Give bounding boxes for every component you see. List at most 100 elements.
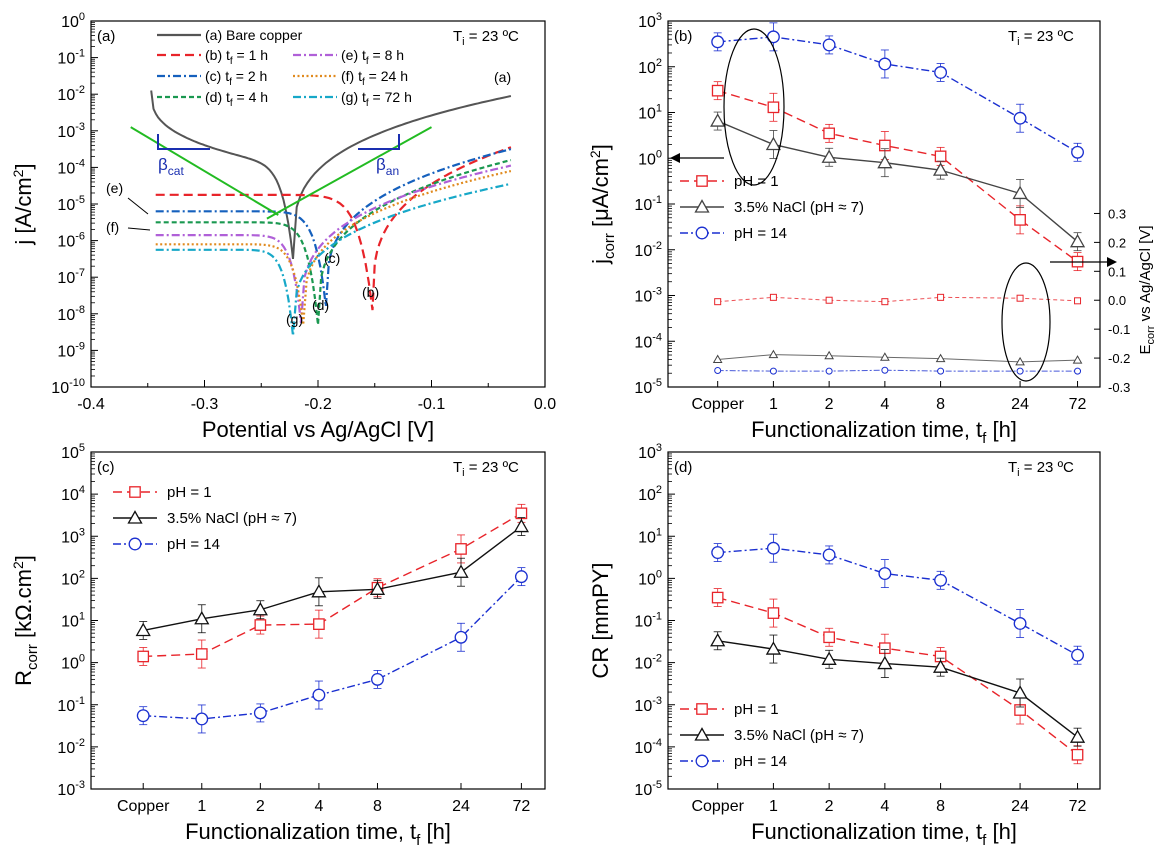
right-tick-label: 0.0 (1108, 293, 1126, 308)
legend-label: (e) tf = 8 h (341, 47, 404, 67)
data-point (767, 101, 780, 114)
legend-label: (g) tf = 72 h (341, 89, 412, 109)
x-tick-label: 2 (256, 798, 265, 815)
ecorr-point (1074, 367, 1082, 375)
y-tick-label: 100 (61, 653, 85, 673)
data-point (136, 709, 150, 723)
x-tick-label: 1 (769, 798, 778, 815)
y-axis-label: jcorr [μA/cm2] (587, 144, 618, 265)
y-tick-label: 10-8 (57, 304, 85, 324)
ecorr-point (880, 352, 890, 361)
temperature-annotation: Ti = 23 ºC (453, 459, 519, 479)
data-point (711, 546, 725, 560)
legend-label: pH = 14 (734, 225, 787, 242)
data-point (932, 162, 949, 176)
ecorr-point (714, 367, 722, 375)
x-tick-label: -0.4 (77, 396, 105, 413)
data-point (369, 581, 386, 595)
data-point (934, 66, 948, 79)
data-point (195, 712, 209, 726)
beta-an-bracket (358, 134, 400, 150)
legend-label: (a) Bare copper (205, 27, 303, 43)
data-point (135, 622, 151, 637)
ecorr-point (1015, 356, 1025, 366)
temperature-annotation: Ti = 23 ºC (1008, 459, 1074, 479)
data-point (765, 136, 782, 151)
right-tick-label: 0.1 (1108, 264, 1126, 279)
data-point (453, 564, 469, 578)
y-axis-label: Rcorr [kΩ.cm2] (10, 555, 41, 686)
legend-marker (128, 537, 142, 551)
x-tick-label: 8 (936, 396, 945, 413)
x-axis-label: Functionalization time, tf [h] (751, 417, 1017, 447)
x-tick-label: 4 (880, 798, 889, 815)
x-tick-label: 4 (880, 396, 889, 413)
curve-label: (b) (362, 284, 379, 300)
y-tick-label: 10-9 (57, 340, 85, 360)
pointer-arrowhead (1107, 257, 1117, 267)
x-tick-label: -0.2 (304, 396, 332, 413)
y-tick-label: 10-10 (51, 377, 85, 397)
y-tick-label: 100 (638, 568, 662, 588)
legend-label: (c) tf = 2 h (205, 68, 267, 88)
y-tick-label: 10-4 (634, 331, 662, 351)
beta-cat-label: βcat (158, 155, 184, 178)
data-point (766, 30, 780, 44)
x-tick-label: 72 (512, 798, 530, 815)
highlight-ellipse (723, 28, 785, 186)
panel-label: (c) (97, 459, 115, 476)
x-tick-label: 4 (314, 798, 323, 815)
y-tick-label: 10-1 (57, 48, 85, 68)
ecorr-point (768, 349, 779, 359)
data-point (765, 641, 782, 655)
data-point (1071, 648, 1084, 662)
curve-label: (e) (106, 180, 123, 196)
panel-label: (a) (97, 28, 115, 45)
panel-label: (d) (674, 459, 692, 476)
legend-label: (d) tf = 4 h (205, 89, 268, 109)
curve-label-arrow (127, 227, 151, 231)
y-tick-label: 10-5 (634, 779, 662, 799)
legend-marker (695, 754, 709, 768)
y-tick-label: 100 (61, 11, 85, 31)
data-point (254, 619, 267, 631)
data-point (823, 631, 835, 644)
plot-frame (90, 20, 546, 388)
ecorr-point (937, 293, 945, 301)
x-tick-label: 1 (769, 396, 778, 413)
y-tick-label: 10-2 (634, 653, 662, 673)
data-point (252, 601, 268, 616)
ecorr-point (1074, 297, 1082, 305)
x-axis-label: Functionalization time, tf [h] (185, 819, 451, 849)
y-axis-label: CR [mmPY] (588, 562, 613, 678)
data-point (371, 672, 384, 686)
ecorr-point (824, 350, 834, 360)
x-tick-label: 24 (1011, 798, 1029, 815)
x-tick-label: 8 (373, 798, 382, 815)
curve-label-arrow (127, 197, 149, 215)
data-point (823, 127, 835, 140)
y-tick-label: 102 (61, 568, 85, 588)
ecorr-point (1016, 367, 1024, 375)
x-tick-label: 2 (825, 798, 834, 815)
y-tick-label: 104 (61, 484, 85, 504)
y-tick-label: 10-1 (57, 695, 85, 715)
panel-label: (b) (674, 28, 692, 45)
legend-label: pH = 1 (167, 484, 212, 501)
panel-a-polarization: 100 10-1 10-2 10-3 10-4 10-5 10-6 10-7 10-8 10-9 1… (10, 11, 556, 442)
legend-marker (127, 510, 143, 524)
data-point (822, 548, 836, 562)
curve-label: (f) (106, 219, 119, 235)
y-tick-label: 10-6 (57, 231, 85, 251)
x-tick-label: Copper (117, 798, 170, 815)
y-tick-label: 101 (638, 103, 662, 123)
y-tick-label: 100 (638, 148, 662, 168)
legend-label: pH = 14 (734, 753, 787, 770)
data-point (1071, 145, 1084, 159)
polarization-curve-g (155, 182, 512, 336)
data-point (821, 651, 837, 665)
y-tick-label: 10-5 (57, 194, 85, 214)
data-point (1012, 185, 1028, 200)
y-tick-label: 10-5 (634, 377, 662, 397)
polarization-curve-f (155, 170, 512, 325)
